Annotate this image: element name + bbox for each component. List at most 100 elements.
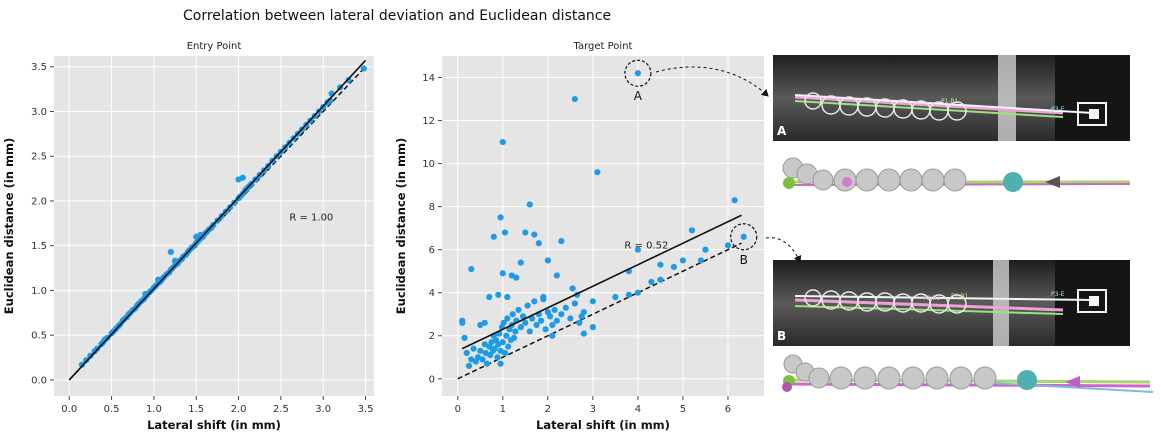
target-point <box>483 360 491 367</box>
target-point <box>459 317 466 324</box>
entry-y-tick-label: 0.0 <box>31 375 47 386</box>
target-point <box>546 313 554 320</box>
target-y-tick-label: 12 <box>422 116 435 127</box>
target-point <box>634 246 642 253</box>
target-point <box>562 304 569 311</box>
entry-point <box>345 77 352 84</box>
target-point <box>504 293 511 301</box>
target-point <box>468 265 475 273</box>
entry-y-axis-label: Euclidean distance (in mm) <box>2 138 16 314</box>
target-point <box>657 261 664 268</box>
target-point <box>553 272 560 279</box>
entry-point <box>167 248 174 256</box>
target-point <box>526 201 533 208</box>
ct-scan-graphic-b: P2-B2 P1-B1 P3-E <box>773 260 1130 346</box>
target-y-axis-label: Euclidean distance (in mm) <box>394 138 408 314</box>
target-point <box>499 270 506 277</box>
target-point <box>569 285 576 292</box>
target-point <box>571 300 578 307</box>
target-point <box>553 317 560 324</box>
target-x-tick-label: 3 <box>590 404 596 415</box>
target-point <box>549 332 556 339</box>
entry-x-tick-label: 1.5 <box>188 404 204 415</box>
target-callout-label-b: B <box>740 253 748 267</box>
entry-x-tick-label: 2.5 <box>273 404 289 415</box>
entry-y-tick-label: 1.0 <box>31 286 47 297</box>
target-point <box>634 70 642 77</box>
callout-arrow-a <box>655 66 769 97</box>
ct-label-b-2: P3-E <box>1051 291 1065 298</box>
target-point <box>486 293 493 301</box>
target-point <box>580 330 587 337</box>
entry-fit-line <box>68 59 367 381</box>
ct-label-a-1: P3-E <box>1051 106 1065 113</box>
entry-point <box>326 97 334 104</box>
target-point <box>513 274 520 281</box>
target-point <box>740 233 747 240</box>
needle-render-graphic-a <box>782 157 1131 192</box>
target-point <box>477 347 484 354</box>
entry-point <box>83 357 90 364</box>
entry-y-tick-label: 1.5 <box>31 241 47 252</box>
target-point <box>542 326 549 333</box>
entry-point <box>171 257 179 264</box>
entry-r-annotation: R = 1.00 <box>289 213 333 224</box>
target-point <box>479 356 486 363</box>
target-point <box>679 257 687 264</box>
target-y-tick-label: 4 <box>429 288 435 299</box>
panel-label-b: B <box>777 329 787 343</box>
target-y-tick-label: 6 <box>429 245 435 256</box>
target-point <box>702 246 709 253</box>
entry-y-tick-label: 3.5 <box>31 62 47 73</box>
target-point <box>501 349 509 357</box>
target-identity-line <box>457 242 742 380</box>
target-point <box>522 319 529 326</box>
target-point <box>731 197 738 204</box>
panel-label-a: A <box>777 124 787 138</box>
target-point <box>531 231 538 238</box>
target-point <box>491 345 498 352</box>
entry-point <box>87 352 94 359</box>
target-point <box>634 289 642 296</box>
target-y-tick-label: 10 <box>422 159 435 170</box>
target-point <box>517 324 524 331</box>
target-point <box>503 332 510 339</box>
entry-y-tick-label: 2.0 <box>31 196 47 207</box>
figure-title: Correlation between lateral deviation an… <box>183 8 612 24</box>
entry-point <box>239 174 246 181</box>
target-x-axis-label: Lateral shift (in mm) <box>536 418 670 432</box>
target-point <box>612 293 619 301</box>
target-callout-label-a: A <box>634 89 643 103</box>
ct-image-a: P1-B1 P3-E A <box>773 55 1130 141</box>
target-point <box>505 343 512 350</box>
target-point <box>578 313 585 320</box>
needle-render-graphic-b <box>782 354 1154 393</box>
target-point <box>724 242 732 249</box>
entry-x-tick-label: 3.0 <box>315 404 331 415</box>
target-point <box>495 291 502 298</box>
entry-x-tick-label: 0.5 <box>104 404 120 415</box>
target-point <box>558 311 565 318</box>
target-point <box>512 328 519 335</box>
entry-chart-title: Entry Point <box>187 41 242 52</box>
target-point <box>540 296 547 303</box>
entry-x-tick-label: 1.0 <box>146 404 162 415</box>
target-r-annotation: R = 0.52 <box>624 241 668 252</box>
target-point <box>544 257 551 264</box>
entry-point <box>360 65 367 72</box>
callout-arrow-b <box>765 237 802 263</box>
target-point <box>688 227 696 234</box>
target-point <box>625 291 632 298</box>
target-point <box>531 298 538 305</box>
target-point <box>501 229 509 236</box>
target-point <box>551 306 558 314</box>
target-x-tick-label: 0 <box>455 404 461 415</box>
target-chart-title: Target Point <box>573 41 633 52</box>
target-point <box>528 315 536 322</box>
target-point <box>499 339 506 346</box>
ct-image-b: P2-B2 P1-B1 P3-E B <box>773 260 1130 346</box>
target-point <box>463 349 470 357</box>
target-point <box>537 317 545 324</box>
target-point <box>589 298 596 305</box>
